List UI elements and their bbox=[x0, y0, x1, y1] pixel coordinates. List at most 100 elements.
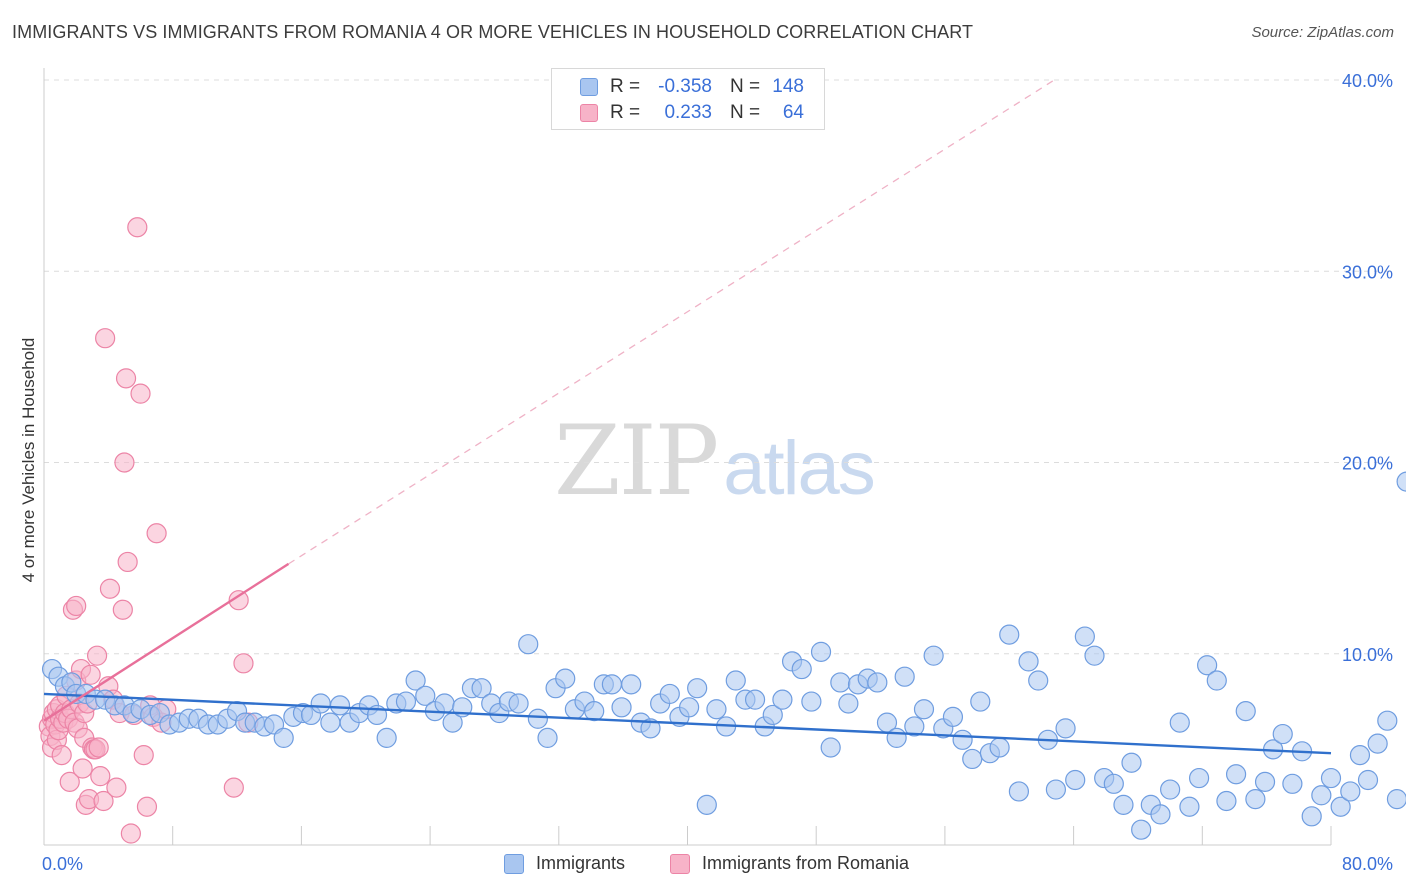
immigrants-point bbox=[1301, 806, 1322, 827]
immigrants-point bbox=[320, 712, 341, 733]
immigrants-point bbox=[744, 689, 766, 710]
romania-point bbox=[95, 328, 116, 349]
immigrants-point bbox=[621, 674, 642, 695]
series-legend: Immigrants Immigrants from Romania bbox=[0, 852, 1406, 876]
immigrants-point bbox=[762, 704, 783, 726]
immigrants-point bbox=[999, 624, 1020, 645]
immigrants-point bbox=[1113, 794, 1134, 815]
immigrants-point bbox=[962, 748, 983, 770]
immigrants-point bbox=[1206, 670, 1227, 691]
romania-point bbox=[66, 595, 87, 617]
immigrants-point bbox=[1245, 788, 1266, 810]
immigrants-point bbox=[1008, 781, 1030, 802]
romania-point bbox=[146, 523, 167, 544]
immigrants-point bbox=[923, 645, 944, 666]
romania-point bbox=[127, 217, 148, 238]
legend-label-immigrants: Immigrants bbox=[536, 853, 626, 873]
immigrants-point bbox=[518, 634, 539, 655]
immigrants-point bbox=[1340, 781, 1361, 802]
romania-point bbox=[99, 578, 121, 599]
immigrants-point bbox=[1055, 718, 1076, 739]
immigrants-point bbox=[894, 666, 915, 687]
immigrants-points bbox=[41, 471, 1406, 840]
n-value: 148 bbox=[772, 76, 804, 97]
romania-point bbox=[117, 551, 138, 573]
n-label: N = bbox=[730, 76, 761, 97]
immigrants-point bbox=[659, 683, 680, 705]
legend-row-immigrants: R = -0.358 N = 148 bbox=[552, 74, 824, 100]
immigrants-point bbox=[415, 685, 436, 706]
immigrants-point bbox=[329, 695, 351, 716]
legend-row-romania: R = 0.233 N = 64 bbox=[552, 100, 824, 126]
immigrants-trendline bbox=[43, 692, 1332, 755]
immigrants-point bbox=[1131, 819, 1152, 840]
immigrants-point bbox=[555, 668, 576, 689]
trend-layer bbox=[43, 79, 1332, 755]
immigrants-point bbox=[537, 727, 558, 749]
romania-point bbox=[228, 590, 249, 611]
legend-swatch-romania bbox=[580, 104, 598, 122]
immigrants-point bbox=[1018, 651, 1039, 672]
x-tick-label: 80.0% bbox=[1342, 854, 1393, 874]
romania-trendline-extension bbox=[288, 79, 1055, 565]
romania-point bbox=[72, 758, 93, 779]
romania-point bbox=[136, 796, 158, 817]
immigrants-point bbox=[1103, 773, 1124, 794]
y-axis-label: 4 or more Vehicles in Household bbox=[19, 337, 38, 583]
immigrants-point bbox=[1357, 769, 1379, 791]
immigrants-point bbox=[886, 727, 907, 749]
immigrants-point bbox=[527, 708, 548, 729]
grid-layer bbox=[44, 79, 1394, 655]
immigrants-point bbox=[1225, 764, 1247, 785]
watermark-zip: ZIP bbox=[554, 405, 719, 517]
immigrants-point bbox=[1216, 790, 1237, 812]
immigrants-point bbox=[1377, 710, 1398, 731]
r-label: R = bbox=[610, 102, 641, 123]
immigrants-point bbox=[1179, 796, 1200, 817]
immigrants-point bbox=[310, 693, 331, 714]
immigrants-point bbox=[867, 672, 888, 693]
immigrants-point bbox=[273, 727, 294, 749]
immigrants-point bbox=[1074, 626, 1095, 647]
tick-label-layer: 10.0% 20.0% 30.0% 40.0% 0.0% 80.0% bbox=[42, 71, 1393, 874]
immigrants-point bbox=[1160, 779, 1181, 800]
immigrants-point bbox=[1367, 733, 1388, 754]
romania-point bbox=[59, 771, 80, 792]
immigrants-point bbox=[687, 678, 708, 699]
romania-point bbox=[112, 599, 133, 620]
romania-point bbox=[51, 745, 72, 766]
romania-point bbox=[90, 766, 111, 787]
legend-swatch-immigrants bbox=[504, 854, 524, 874]
r-value: -0.358 bbox=[658, 76, 712, 97]
immigrants-point bbox=[838, 693, 859, 714]
romania-point bbox=[93, 790, 114, 812]
immigrants-point bbox=[1065, 769, 1086, 791]
immigrants-point bbox=[1197, 655, 1218, 676]
immigrants-point bbox=[791, 658, 812, 680]
immigrants-point bbox=[830, 672, 851, 693]
immigrants-point bbox=[405, 670, 426, 691]
immigrants-point bbox=[801, 691, 822, 712]
r-label: R = bbox=[610, 76, 641, 97]
romania-point bbox=[130, 383, 151, 404]
immigrants-point bbox=[640, 718, 661, 739]
romania-points bbox=[38, 217, 259, 844]
romania-point bbox=[133, 745, 154, 766]
romania-point bbox=[120, 823, 141, 844]
immigrants-point bbox=[584, 701, 605, 722]
romania-trendline bbox=[43, 562, 290, 722]
r-value: 0.233 bbox=[664, 102, 712, 123]
romania-point bbox=[86, 645, 108, 666]
immigrants-point bbox=[1235, 701, 1256, 722]
romania-point bbox=[106, 777, 127, 798]
romania-point bbox=[88, 737, 109, 758]
watermark: ZIPatlas bbox=[554, 405, 876, 517]
immigrants-point bbox=[706, 699, 727, 720]
y-tick-label: 10.0% bbox=[1342, 645, 1393, 665]
y-tick-label: 40.0% bbox=[1342, 71, 1393, 91]
immigrants-point bbox=[1282, 773, 1303, 794]
legend-label-romania: Immigrants from Romania bbox=[702, 853, 910, 873]
watermark-atlas: atlas bbox=[723, 426, 876, 511]
immigrants-point bbox=[913, 699, 935, 720]
